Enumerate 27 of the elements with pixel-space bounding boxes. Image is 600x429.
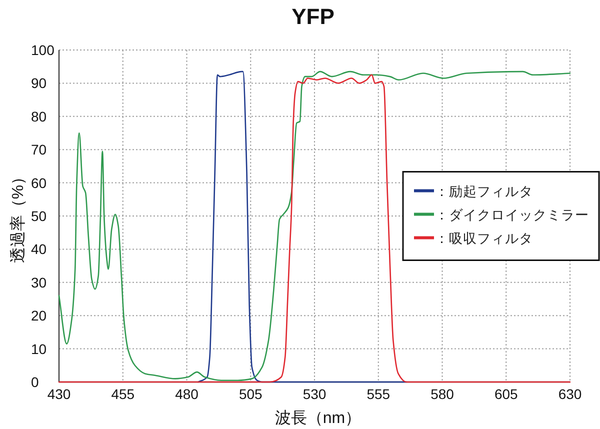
y-tick-label: 80 xyxy=(31,108,47,124)
y-axis-title: 透過率（%） xyxy=(9,168,27,264)
y-tick-label: 30 xyxy=(31,274,47,290)
y-tick-label: 60 xyxy=(31,174,47,191)
y-tick-label: 40 xyxy=(31,241,47,258)
chart-title: YFP xyxy=(292,4,334,29)
y-tick-label: 90 xyxy=(31,75,47,92)
y-tick-label: 20 xyxy=(31,308,47,324)
x-tick-label: 480 xyxy=(175,386,199,402)
legend-label: ：吸収フィルタ xyxy=(435,230,533,246)
y-tick-label: 100 xyxy=(31,42,55,58)
x-tick-label: 555 xyxy=(366,386,390,402)
x-tick-label: 530 xyxy=(302,386,326,402)
x-tick-label: 630 xyxy=(558,386,582,402)
line-series xyxy=(198,70,408,383)
y-tick-label: 50 xyxy=(31,208,47,224)
x-tick-label: 430 xyxy=(47,386,71,402)
legend-label: ：励起フィルタ xyxy=(435,184,533,199)
y-tick-label: 0 xyxy=(31,374,39,390)
x-tick-label: 605 xyxy=(494,386,518,402)
x-tick-label: 505 xyxy=(238,386,263,402)
legend-label: ：ダイクロイックミラー xyxy=(435,207,589,222)
x-tick-label: 580 xyxy=(430,386,454,402)
x-tick-label: 455 xyxy=(111,386,135,402)
y-tick-label: 10 xyxy=(31,340,47,357)
y-tick-label: 70 xyxy=(31,142,47,158)
x-axis-title: 波長（nm） xyxy=(274,409,362,427)
